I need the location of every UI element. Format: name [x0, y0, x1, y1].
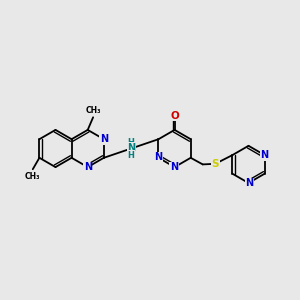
Text: H: H — [128, 138, 135, 147]
Text: N: N — [170, 162, 178, 172]
Text: S: S — [212, 159, 219, 169]
Text: O: O — [170, 110, 179, 121]
Text: N: N — [154, 152, 163, 162]
Text: N: N — [100, 134, 108, 144]
Text: H: H — [128, 151, 135, 160]
Text: N: N — [127, 142, 135, 153]
Text: CH₃: CH₃ — [24, 172, 40, 181]
Text: CH₃: CH₃ — [85, 106, 101, 115]
Text: N: N — [84, 162, 92, 172]
Text: N: N — [245, 178, 253, 188]
Text: N: N — [261, 150, 269, 160]
